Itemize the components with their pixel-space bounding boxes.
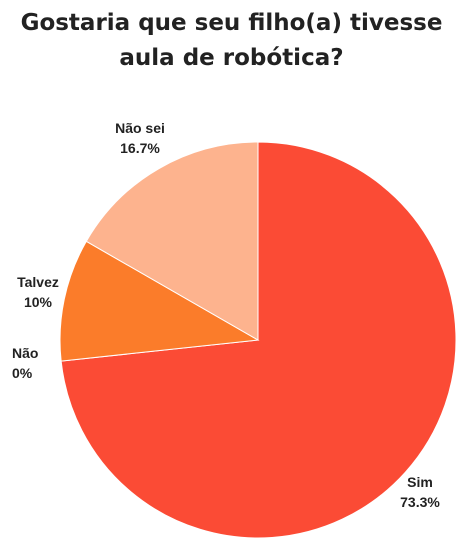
slice-label-n-o-sei: Não sei	[115, 120, 165, 136]
pie-slice-n-o-sei	[85, 141, 259, 341]
slice-value-talvez: 10%	[24, 294, 53, 310]
slice-label-talvez: Talvez	[17, 274, 59, 290]
pie-slice-talvez	[59, 240, 260, 362]
slice-label-sim: Sim	[407, 474, 433, 490]
chart-title: Gostaria que seu filho(a) tivesse aula d…	[20, 10, 443, 71]
slice-label-n-o: Não	[12, 345, 38, 361]
slice-value-n-o-sei: 16.7%	[120, 140, 160, 156]
slice-value-n-o: 0%	[12, 365, 33, 381]
slice-value-sim: 73.3%	[400, 494, 440, 510]
